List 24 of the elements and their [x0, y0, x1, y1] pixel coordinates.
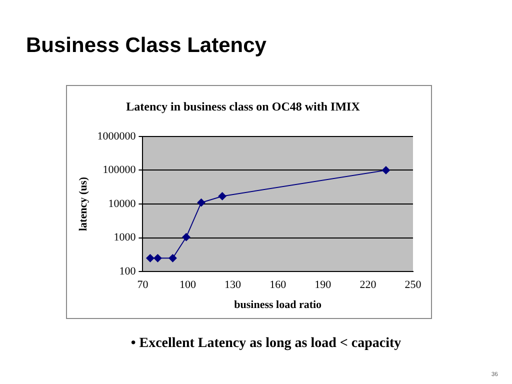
point — [168, 254, 177, 262]
chart-title: Business Class Latency — [26, 34, 266, 58]
y-tick-label: 10000 — [108, 198, 136, 210]
x-tick-label: 220 — [360, 279, 377, 292]
x-axis-title: business load ratio — [234, 299, 322, 312]
x-tick-label: 190 — [314, 279, 332, 292]
text: • Excellent Latency as long as load < capacity — [130, 336, 402, 352]
point — [382, 166, 390, 174]
x-tick-label: 70 — [137, 279, 149, 292]
y-axis-title: latency (us) — [77, 176, 90, 232]
point — [182, 233, 190, 242]
y-tick-label: 100 — [119, 265, 136, 278]
y-tick-label: 1000000 — [97, 130, 136, 142]
x-tick-label: 130 — [224, 279, 242, 292]
point — [146, 254, 154, 262]
x-tick-label: 160 — [270, 279, 287, 292]
x-tick-label: 100 — [180, 279, 196, 292]
y-tick-label: 1000 — [114, 232, 136, 244]
point — [154, 254, 162, 262]
y-tick-label: 100000 — [102, 164, 136, 176]
point — [197, 198, 206, 207]
x-tick-label: 250 — [404, 279, 422, 292]
point — [218, 192, 226, 200]
chart-subtitle: Latency in business class on OC48 with IMIX — [126, 99, 360, 114]
